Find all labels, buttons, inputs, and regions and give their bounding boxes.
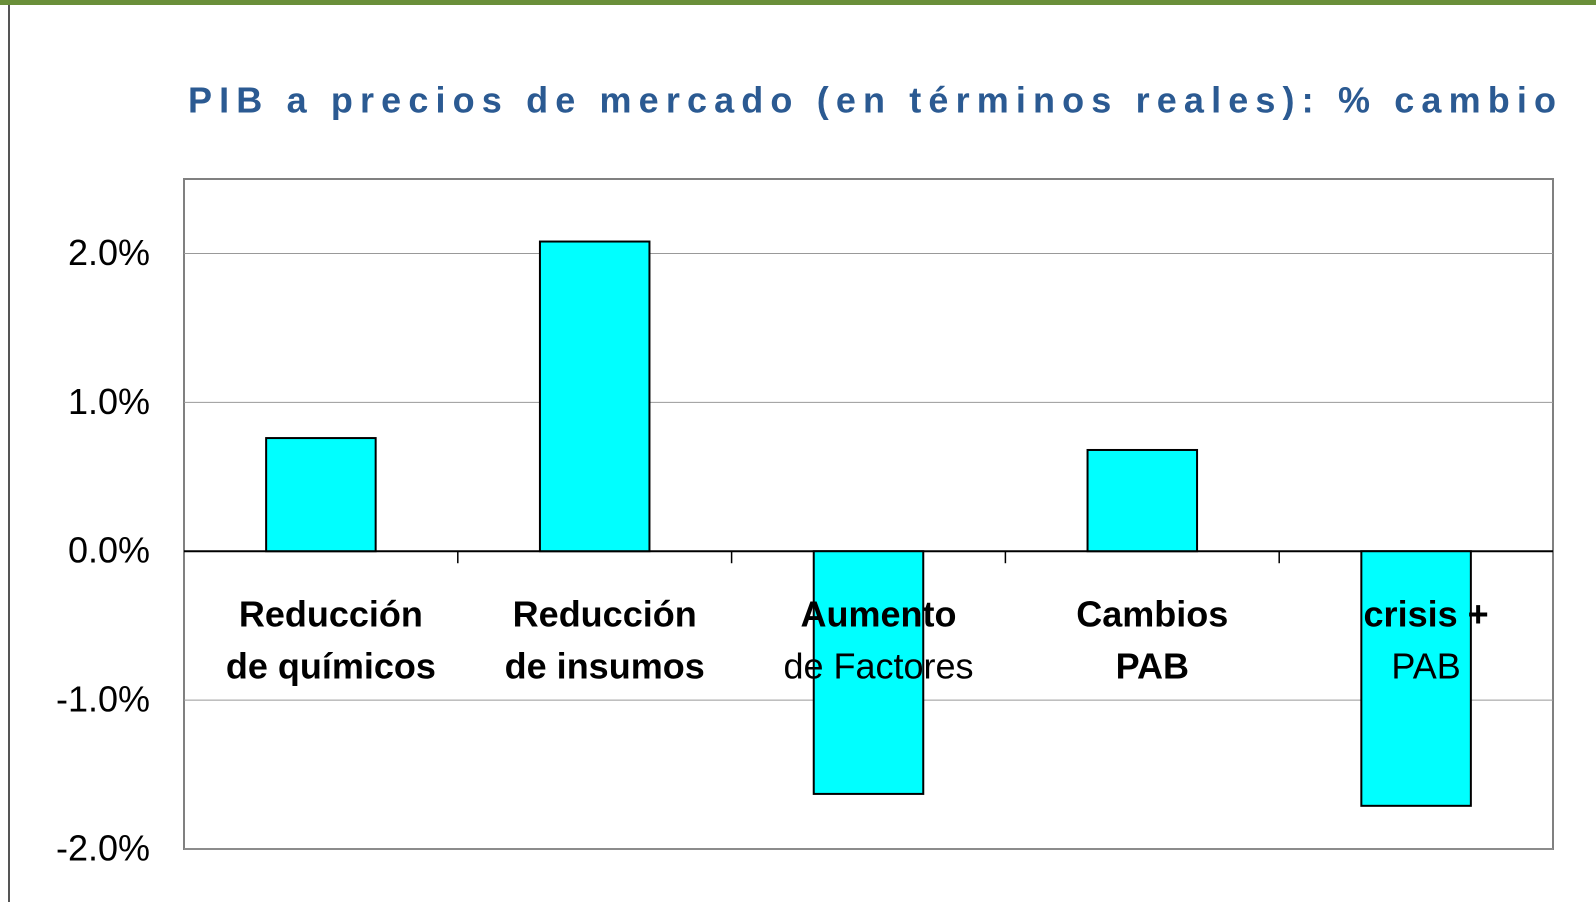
x-tick-label: de Factores (783, 646, 973, 687)
x-tick-label: Aumento (801, 594, 957, 635)
x-tick-label: Reducción (239, 594, 423, 635)
x-tick-label: PAB (1116, 646, 1189, 687)
bar (1086, 448, 1199, 553)
bar (538, 240, 651, 553)
y-tick-label: 0.0% (68, 530, 150, 571)
x-tick-label: PAB (1391, 646, 1460, 687)
x-tick-label: de insumos (505, 646, 705, 687)
bar (1360, 550, 1472, 807)
x-tick-label: Reducción (513, 594, 697, 635)
x-tick-label: crisis + (1364, 594, 1489, 635)
bar (812, 550, 925, 795)
top-border (0, 0, 1596, 5)
y-tick-label: -1.0% (56, 679, 150, 720)
x-tick-label: de químicos (226, 646, 436, 687)
y-tick-label: 1.0% (68, 381, 150, 422)
x-tick-label: Cambios (1076, 594, 1228, 635)
y-tick-label: 2.0% (68, 232, 150, 273)
y-tick-label: -2.0% (56, 828, 150, 869)
bar (265, 437, 377, 553)
chart-title: PIB a precios de mercado (en términos re… (188, 80, 1556, 121)
